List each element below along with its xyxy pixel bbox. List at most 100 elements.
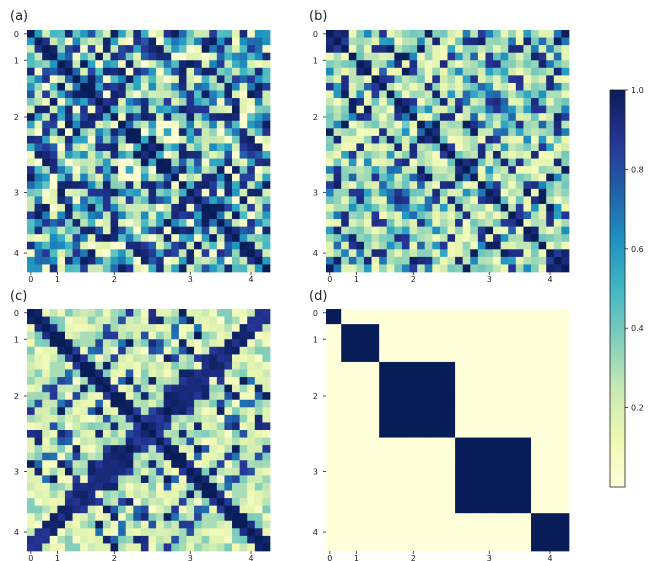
heatmap-cell xyxy=(432,30,441,38)
heatmap-cell xyxy=(523,256,532,265)
heatmap-cell xyxy=(232,241,240,250)
heatmap-cell xyxy=(171,430,180,438)
heatmap-cell xyxy=(348,120,357,129)
heatmap-cell xyxy=(371,52,380,61)
heatmap-cell xyxy=(531,37,539,46)
heatmap-cell xyxy=(224,361,233,370)
heatmap-cell xyxy=(432,482,441,491)
heatmap-cell xyxy=(432,249,441,258)
heatmap-cell xyxy=(186,331,195,340)
heatmap-cell xyxy=(209,37,218,46)
heatmap-cell xyxy=(363,361,372,370)
heatmap-cell xyxy=(156,535,165,544)
heatmap-cell xyxy=(201,475,210,484)
heatmap-cell xyxy=(27,60,35,69)
heatmap-cell xyxy=(64,151,73,159)
heatmap-cell xyxy=(417,158,426,167)
heatmap-cell xyxy=(254,241,263,250)
heatmap-cell xyxy=(95,384,104,393)
heatmap-cell xyxy=(500,98,509,106)
heatmap-cell xyxy=(49,399,58,408)
heatmap-cell xyxy=(57,324,66,333)
heatmap-cell xyxy=(95,535,104,544)
heatmap-cell xyxy=(485,264,494,273)
heatmap-cell xyxy=(125,430,134,438)
heatmap-cell xyxy=(171,256,180,265)
heatmap-cell xyxy=(232,203,240,212)
heatmap-cell xyxy=(209,535,218,544)
heatmap-cell xyxy=(363,467,372,476)
heatmap-cell xyxy=(333,181,342,190)
heatmap-cell xyxy=(447,331,456,340)
heatmap-cell xyxy=(508,166,517,175)
heatmap-cell xyxy=(87,520,96,529)
heatmap-cell xyxy=(110,52,119,61)
heatmap-cell xyxy=(508,211,517,220)
heatmap-cell xyxy=(57,414,66,423)
heatmap-cell xyxy=(546,188,555,197)
heatmap-cell xyxy=(447,543,456,552)
heatmap-cell xyxy=(356,354,365,363)
heatmap-cell xyxy=(371,346,380,355)
heatmap-cell xyxy=(27,158,35,167)
heatmap-cell xyxy=(363,460,372,469)
heatmap-cell xyxy=(546,128,555,137)
heatmap-cell xyxy=(333,211,342,220)
heatmap-cell xyxy=(546,346,555,355)
heatmap-cell xyxy=(239,414,248,423)
heatmap-cell xyxy=(462,264,471,273)
heatmap-cell xyxy=(224,158,233,167)
heatmap-cell xyxy=(232,384,240,393)
heatmap-cell xyxy=(326,543,334,552)
heatmap-cell xyxy=(27,45,35,54)
heatmap-cell xyxy=(515,316,524,325)
heatmap-cell xyxy=(500,460,509,469)
heatmap-cell xyxy=(186,422,195,431)
heatmap-cell xyxy=(194,52,202,61)
heatmap-cell xyxy=(561,346,570,355)
heatmap-cell xyxy=(409,460,418,469)
heatmap-cell xyxy=(333,30,342,38)
heatmap-cell xyxy=(64,309,73,317)
heatmap-cell xyxy=(148,151,157,159)
heatmap-cell xyxy=(386,128,395,137)
heatmap-cell xyxy=(326,422,334,431)
heatmap-cell xyxy=(500,513,509,522)
heatmap-cell xyxy=(409,369,418,378)
heatmap-cell xyxy=(125,490,134,499)
heatmap-cell xyxy=(72,219,81,227)
heatmap-cell xyxy=(447,30,456,38)
heatmap-cell xyxy=(363,331,372,340)
heatmap-cell xyxy=(523,513,532,522)
heatmap-cell xyxy=(80,90,89,99)
heatmap-cell xyxy=(42,331,51,340)
y-tick-label: 2 xyxy=(313,392,318,401)
heatmap-cell xyxy=(216,535,225,544)
heatmap-cell xyxy=(95,543,104,552)
heatmap-cell xyxy=(417,324,426,333)
x-tick-label: 2 xyxy=(112,275,117,284)
heatmap-cell xyxy=(356,467,365,476)
heatmap-cell xyxy=(523,452,532,461)
heatmap-cell xyxy=(508,105,517,114)
heatmap-cell xyxy=(447,316,456,325)
heatmap-cell xyxy=(515,422,524,431)
heatmap-cell xyxy=(102,128,111,137)
heatmap-cell xyxy=(163,264,172,273)
heatmap-cell xyxy=(125,181,134,190)
heatmap-cell xyxy=(232,422,240,431)
heatmap-cell xyxy=(232,256,240,265)
heatmap-cell xyxy=(386,98,395,106)
heatmap-cell xyxy=(485,166,494,175)
heatmap-cell xyxy=(326,535,334,544)
heatmap-cell xyxy=(553,196,562,205)
heatmap-cell xyxy=(523,234,532,243)
heatmap-cell xyxy=(333,135,342,144)
heatmap-cell xyxy=(64,528,73,537)
heatmap-cell xyxy=(247,498,256,506)
heatmap-cell xyxy=(515,452,524,461)
heatmap-cell xyxy=(64,505,73,514)
heatmap-cell xyxy=(140,135,149,144)
heatmap-cell xyxy=(546,309,555,317)
heatmap-cell xyxy=(515,520,524,529)
